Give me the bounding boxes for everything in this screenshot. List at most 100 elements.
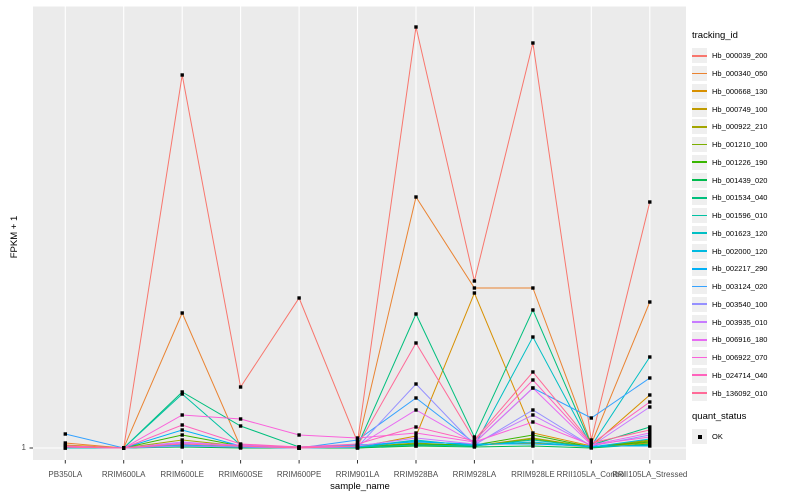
legend-line-icon: [692, 321, 707, 323]
data-point: [297, 296, 301, 300]
legend-item-label: Hb_001210_100: [712, 140, 768, 150]
data-point: [648, 300, 652, 304]
legend-line-icon: [692, 374, 707, 377]
data-point: [531, 408, 535, 412]
legend-key-box: [692, 83, 707, 99]
data-point: [531, 420, 535, 424]
data-point: [414, 396, 418, 400]
legend-key-box: [692, 429, 707, 445]
data-point: [414, 443, 418, 447]
legend-item-Hb_003935_010: Hb_003935_010: [692, 313, 798, 331]
data-point: [63, 432, 67, 436]
data-point: [648, 200, 652, 204]
data-point: [472, 435, 477, 439]
data-point: [414, 440, 418, 444]
legend-line-icon: [692, 108, 707, 110]
data-point: [648, 376, 652, 380]
legend-item-Hb_024714_040: Hb_024714_040: [692, 367, 798, 385]
data-point: [355, 436, 360, 440]
legend-item-label: Hb_001596_010: [712, 211, 768, 221]
legend-key-box: [692, 66, 707, 82]
legend-item-Hb_002217_290: Hb_002217_290: [692, 260, 798, 278]
legend-title-tracking-id: tracking_id: [692, 30, 738, 41]
data-point: [648, 440, 652, 444]
data-point: [531, 370, 535, 374]
data-point: [414, 425, 418, 429]
legend-line-icon: [692, 179, 707, 181]
data-point: [531, 413, 535, 417]
legend-line-icon: [692, 125, 707, 128]
legend-line-icon: [692, 214, 707, 217]
data-point: [472, 438, 477, 442]
legend-item-Hb_001596_010: Hb_001596_010: [692, 207, 798, 225]
data-point: [531, 431, 535, 435]
legend-key-box: [692, 172, 707, 188]
data-point: [648, 444, 652, 448]
legend-item-Hb_006916_180: Hb_006916_180: [692, 331, 798, 349]
x-tick-label: RRII105LA_Control: [556, 470, 626, 479]
legend-key-box: [692, 154, 707, 170]
legend-key-box: [692, 137, 707, 153]
legend-items-quant-status: OK: [692, 428, 798, 446]
legend-item-label: Hb_001439_020: [712, 175, 768, 185]
legend-item-label: Hb_003935_010: [712, 317, 768, 327]
legend-key-box: [692, 101, 707, 117]
legend-item-label: Hb_000922_210: [712, 122, 768, 132]
data-point: [531, 433, 535, 437]
legend-key-box: [692, 279, 707, 295]
legend-key-box: [692, 296, 707, 312]
legend-key-box: [692, 350, 707, 366]
data-point: [531, 308, 535, 312]
data-point: [414, 195, 418, 199]
y-axis-title: FPKM + 1: [9, 215, 20, 259]
legend-item-Hb_001226_190: Hb_001226_190: [692, 154, 798, 172]
data-point: [531, 440, 535, 444]
data-point: [414, 431, 418, 435]
legend-line-icon: [692, 232, 707, 235]
x-tick-label: RRII105LA_Stressed: [612, 470, 688, 479]
legend-item-Hb_003124_020: Hb_003124_020: [692, 278, 798, 296]
data-point: [414, 408, 418, 412]
data-point: [648, 425, 652, 429]
data-point: [180, 73, 184, 77]
x-tick-label: PB350LA: [48, 470, 83, 479]
legend-item-label: Hb_002217_290: [712, 264, 768, 274]
legend-item-ok: OK: [692, 428, 798, 446]
data-point: [589, 441, 593, 445]
x-tick-label: RRIM600PE: [276, 470, 322, 479]
legend-key-box: [692, 385, 707, 401]
legend-item-Hb_001439_020: Hb_001439_020: [692, 171, 798, 189]
data-point: [648, 393, 652, 397]
x-tick-label: RRIM928LE: [511, 470, 555, 479]
legend-item-label: Hb_024714_040: [712, 370, 768, 380]
data-point: [414, 382, 418, 386]
legend-title-quant-status: quant_status: [692, 411, 747, 422]
x-tick-label: RRIM600SE: [218, 470, 263, 479]
x-tick-label: RRIM600LA: [101, 470, 146, 479]
data-point: [63, 445, 67, 449]
data-point: [472, 279, 477, 283]
data-point: [180, 438, 184, 442]
legend-line-icon: [692, 285, 707, 288]
data-point: [180, 444, 184, 448]
data-point: [180, 413, 184, 417]
data-point: [122, 446, 126, 450]
legend-item-Hb_006922_070: Hb_006922_070: [692, 349, 798, 367]
data-point: [648, 428, 652, 432]
data-point: [414, 341, 418, 345]
data-point: [355, 442, 360, 446]
data-point: [238, 385, 243, 389]
data-point: [238, 442, 243, 446]
legend-key-box: [692, 367, 707, 383]
legend-item-Hb_000039_200: Hb_000039_200: [692, 47, 798, 65]
data-point: [414, 436, 418, 440]
legend-item-Hb_001623_120: Hb_001623_120: [692, 225, 798, 243]
legend-item-Hb_002000_120: Hb_002000_120: [692, 242, 798, 260]
data-point: [472, 291, 477, 295]
legend-item-Hb_000749_100: Hb_000749_100: [692, 100, 798, 118]
data-point: [297, 433, 301, 437]
data-point: [648, 435, 652, 439]
data-point: [531, 286, 535, 290]
data-point: [238, 424, 243, 428]
